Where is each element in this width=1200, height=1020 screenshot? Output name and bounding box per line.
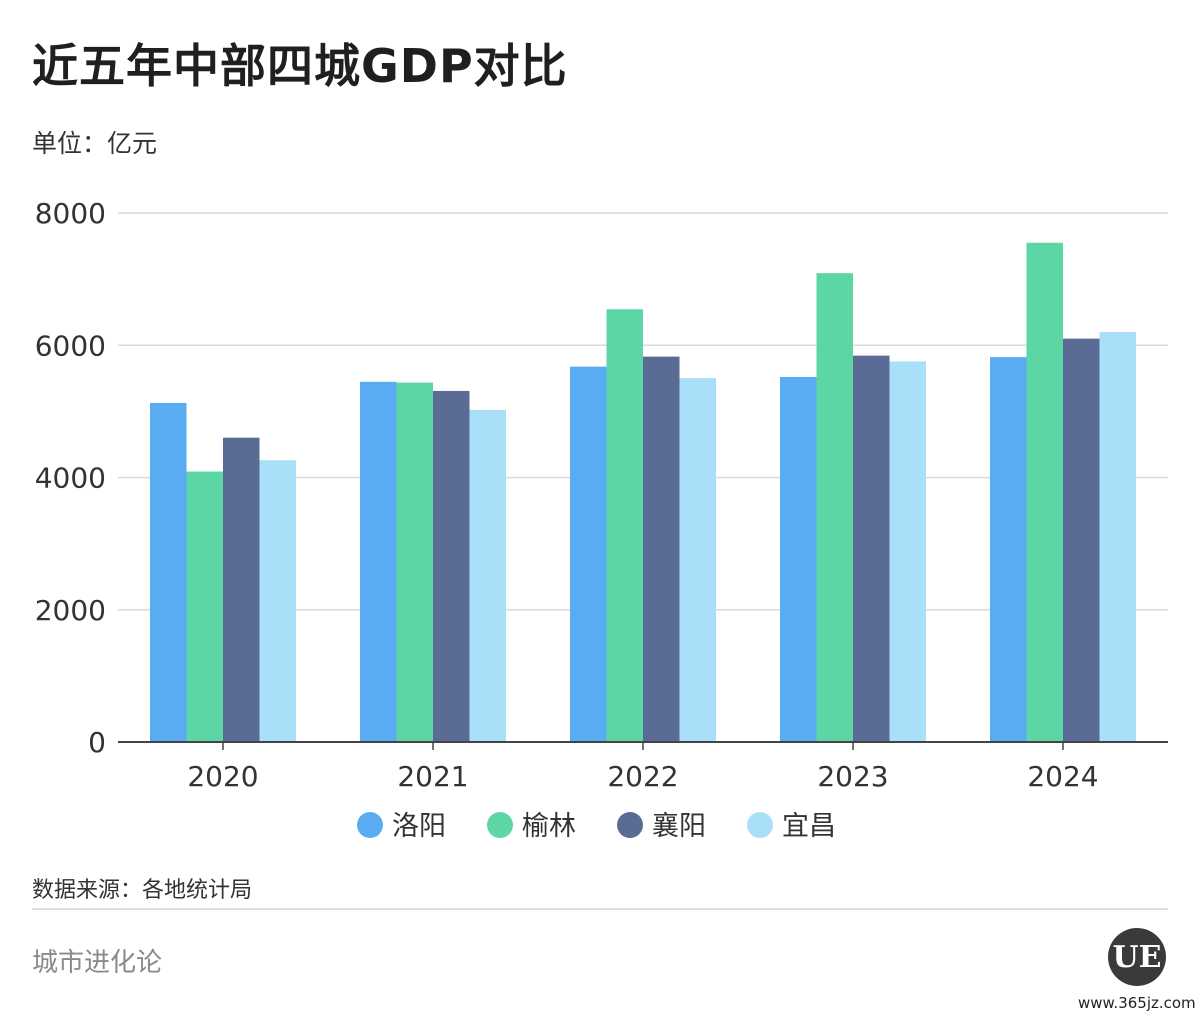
bar — [469, 409, 506, 742]
website-watermark: www.365jz.com — [1078, 994, 1196, 1012]
divider — [32, 908, 1168, 910]
bar — [1099, 332, 1136, 742]
brand-logo: UE — [1108, 928, 1166, 986]
legend-label: 宜昌 — [782, 811, 836, 842]
legend-marker — [487, 812, 513, 838]
bar — [433, 390, 470, 742]
bar — [816, 273, 853, 742]
y-tick-label: 0 — [88, 726, 106, 759]
bar — [643, 356, 680, 742]
unit-label: 单位：亿元 — [32, 129, 158, 158]
legend-marker — [617, 812, 643, 838]
chart-title: 近五年中部四城GDP对比 — [32, 39, 568, 93]
bar — [570, 366, 607, 742]
bar — [223, 437, 260, 742]
bar — [1026, 242, 1063, 742]
legend-label: 洛阳 — [392, 811, 446, 842]
bar — [780, 376, 817, 742]
x-tick-label: 2023 — [817, 760, 888, 793]
bar — [259, 460, 296, 742]
x-tick-label: 2021 — [397, 760, 468, 793]
bar-chart: 0 2000 4000 6000 8000 2020 2021 2022 2023 2024 洛阳… — [35, 197, 1168, 842]
legend-label: 榆林 — [522, 811, 576, 842]
y-tick-label: 2000 — [35, 594, 106, 627]
bar — [186, 471, 223, 742]
legend-marker — [747, 812, 773, 838]
bar — [150, 402, 187, 742]
y-tick-label: 6000 — [35, 329, 106, 362]
legend: 洛阳 榆林 襄阳 宜昌 — [357, 811, 836, 842]
bar — [606, 309, 643, 742]
x-tick-label: 2022 — [607, 760, 678, 793]
bar — [360, 381, 397, 742]
x-tick-label: 2024 — [1027, 760, 1098, 793]
bar — [396, 382, 433, 742]
bar — [1063, 338, 1100, 742]
bar — [853, 355, 890, 742]
bar — [889, 361, 926, 742]
x-tick-label: 2020 — [187, 760, 258, 793]
bar — [679, 378, 716, 742]
legend-label: 襄阳 — [652, 811, 706, 842]
bars — [150, 242, 1136, 742]
legend-marker — [357, 812, 383, 838]
brand-name: 城市进化论 — [32, 948, 163, 978]
axes: 0 2000 4000 6000 8000 2020 2021 2022 2023 2024 — [35, 197, 1168, 793]
bar — [990, 357, 1027, 742]
y-tick-label: 8000 — [35, 197, 106, 230]
data-source: 数据来源：各地统计局 — [32, 878, 253, 903]
y-tick-label: 4000 — [35, 462, 106, 495]
